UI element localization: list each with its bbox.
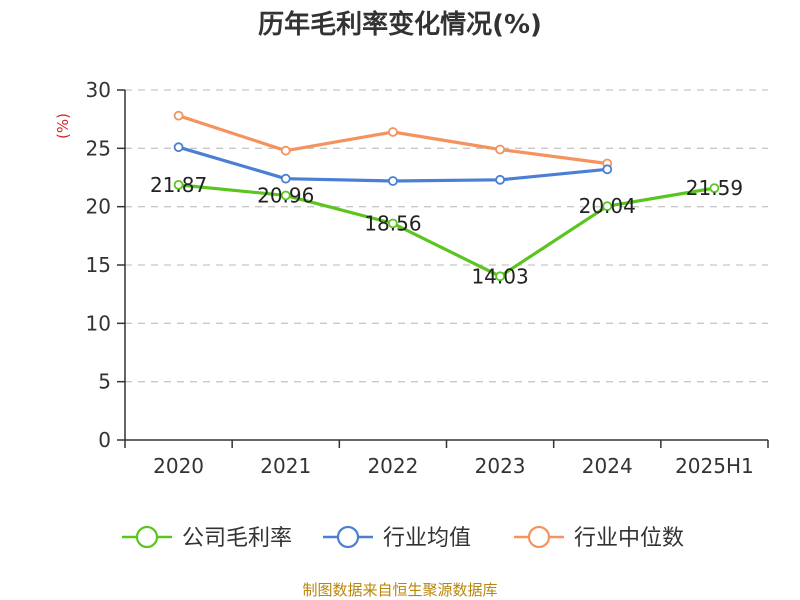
data-label: 20.96	[257, 183, 314, 207]
data-label: 20.04	[579, 194, 636, 218]
data-point	[709, 183, 720, 194]
gridlines	[125, 89, 768, 383]
data-point	[602, 201, 613, 212]
x-tick-label: 2024	[582, 454, 633, 478]
y-tick-label: 25	[86, 136, 111, 160]
data-point	[280, 173, 291, 184]
legend-label: 行业中位数	[574, 526, 684, 551]
data-point	[173, 179, 184, 190]
legend-item-2[interactable]: 行业中位数	[514, 525, 684, 551]
x-tick-labels: 2020 2021 2022 2023 2024 2025H1	[153, 454, 754, 478]
data-label: 21.87	[150, 173, 207, 197]
data-point	[173, 110, 184, 121]
data-point	[280, 145, 291, 156]
data-point	[602, 164, 613, 175]
series-line-2	[178, 114, 608, 166]
data-point	[388, 176, 398, 186]
legend-label: 行业均值	[383, 526, 471, 551]
data-point	[388, 127, 398, 137]
data-point	[280, 190, 291, 201]
legend-marker-icon	[527, 525, 551, 549]
series-lines	[173, 110, 720, 282]
y-tick-label: 15	[86, 253, 111, 277]
x-tick-label: 2025H1	[675, 454, 754, 478]
data-label: 21.59	[686, 176, 743, 200]
x-tick-label: 2022	[367, 454, 418, 478]
data-point	[388, 218, 398, 229]
y-axis-unit: (%)	[54, 113, 72, 139]
y-tick-labels: 0 5 10 15 20 25 30	[86, 78, 111, 452]
y-tick-label: 5	[98, 370, 111, 394]
legend-item-1[interactable]: 行业均值	[323, 525, 471, 551]
x-tick-label: 2021	[260, 454, 311, 478]
y-tick-label: 0	[98, 428, 111, 452]
data-point	[173, 142, 184, 153]
y-tick-label: 30	[86, 78, 111, 102]
y-tick-label: 10	[86, 311, 111, 335]
legend-item-0[interactable]: 公司毛利率	[122, 525, 292, 551]
legend-label: 公司毛利率	[182, 526, 292, 551]
data-point	[495, 271, 505, 282]
data-labels: 21.87 20.96 18.56 14.03 20.04 21.59	[150, 173, 743, 288]
data-label: 14.03	[471, 264, 528, 288]
data-label: 18.56	[364, 211, 421, 235]
legend-marker-icon	[135, 525, 159, 549]
data-point	[495, 174, 505, 185]
x-tick-label: 2023	[475, 454, 526, 478]
series-line-1	[178, 145, 608, 183]
source-note: 制图数据来自恒生聚源数据库	[302, 581, 497, 599]
y-tick-label: 20	[86, 195, 111, 219]
legend[interactable]: 公司毛利率 行业均值 行业中位数	[122, 525, 684, 551]
data-point	[495, 144, 505, 155]
chart-title: 历年毛利率变化情况(%)	[258, 9, 542, 40]
series-line-0	[178, 183, 715, 278]
axes	[117, 89, 769, 448]
legend-marker-icon	[336, 525, 360, 549]
x-tick-label: 2020	[153, 454, 204, 478]
